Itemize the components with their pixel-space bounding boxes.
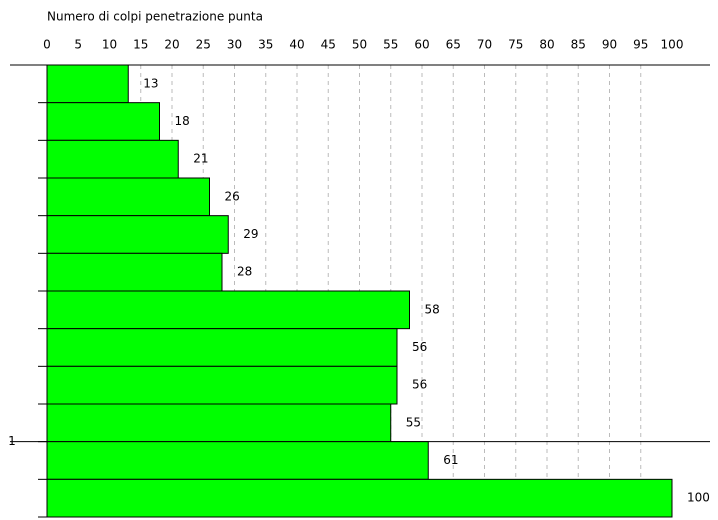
bar — [46, 441, 429, 480]
bar — [46, 252, 223, 292]
x-tick-label: 15 — [133, 38, 148, 52]
x-tick-label: 85 — [571, 38, 586, 52]
value-label: 18 — [175, 114, 190, 128]
value-label: 58 — [425, 302, 440, 316]
bar — [46, 365, 398, 405]
x-tick-label: 100 — [661, 38, 684, 52]
x-tick-label: 90 — [602, 38, 617, 52]
bar — [46, 478, 673, 518]
bar — [46, 64, 129, 104]
bar — [46, 102, 160, 141]
value-label: 55 — [406, 415, 421, 429]
x-tick-label: 65 — [446, 38, 461, 52]
x-tick-label: 10 — [102, 38, 117, 52]
value-label: 56 — [412, 378, 427, 392]
x-tick-label: 25 — [196, 38, 211, 52]
bar — [46, 177, 210, 217]
x-tick-label: 70 — [477, 38, 492, 52]
value-label: 13 — [143, 76, 158, 90]
x-tick-label: 35 — [258, 38, 273, 52]
x-tick-label: 75 — [508, 38, 523, 52]
x-tick-label: 5 — [74, 38, 82, 52]
bar — [46, 290, 410, 330]
value-label: 56 — [412, 340, 427, 354]
value-label: 28 — [237, 265, 252, 279]
x-tick-label: 60 — [414, 38, 429, 52]
bar — [46, 215, 229, 254]
x-tick-label: 40 — [289, 38, 304, 52]
x-axis-title: Numero di colpi penetrazione punta — [47, 10, 263, 24]
x-tick-label: 0 — [43, 38, 51, 52]
value-label: 100 — [687, 491, 710, 505]
bar — [46, 139, 179, 179]
value-label: 61 — [443, 453, 458, 467]
value-label: 29 — [243, 227, 258, 241]
x-tick-label: 50 — [352, 38, 367, 52]
x-tick-label: 95 — [633, 38, 648, 52]
y-tick-label: 1 — [8, 434, 16, 448]
value-label: 26 — [225, 189, 240, 203]
x-tick-label: 55 — [383, 38, 398, 52]
x-tick-label: 20 — [164, 38, 179, 52]
bar — [46, 403, 392, 443]
x-tick-label: 80 — [539, 38, 554, 52]
x-tick-label: 30 — [227, 38, 242, 52]
x-tick-label: 45 — [321, 38, 336, 52]
value-label: 21 — [193, 152, 208, 166]
bar — [46, 328, 398, 367]
